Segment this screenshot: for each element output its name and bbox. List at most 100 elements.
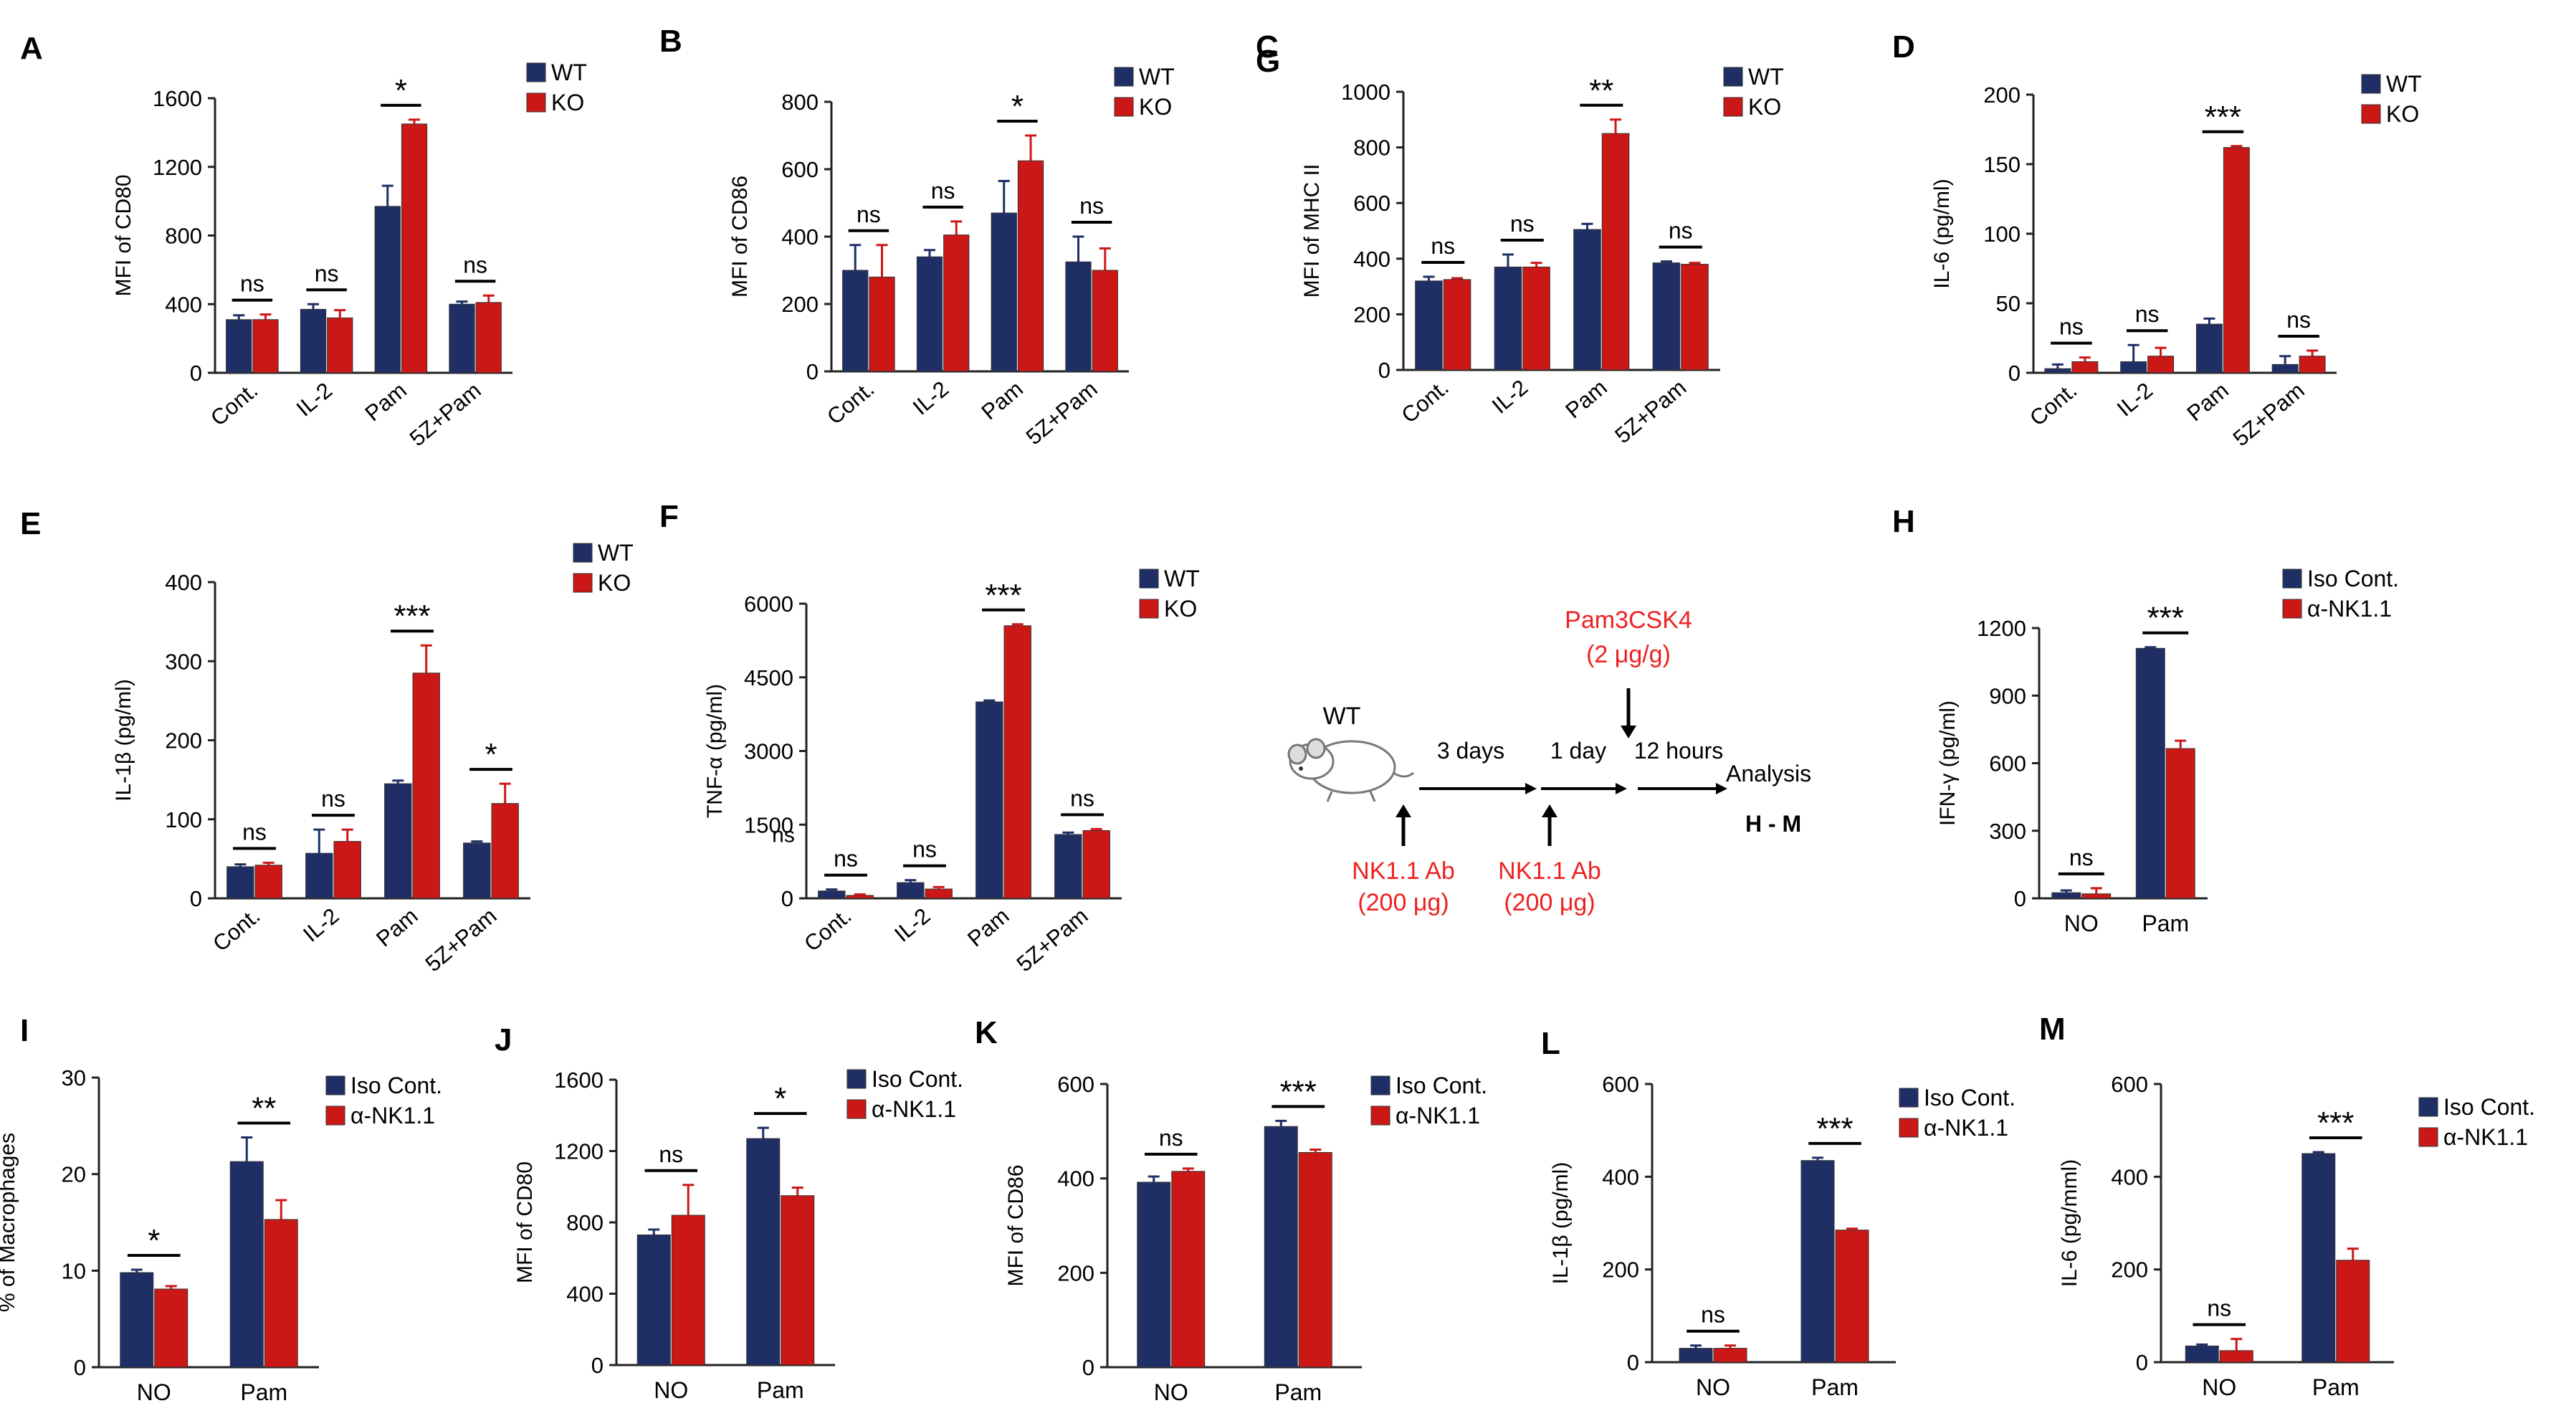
chart-e-legend-label: KO — [598, 570, 631, 596]
chart-m-ytick-label: 200 — [2111, 1258, 2148, 1283]
chart-l-ylabel: IL-1β (pg/ml) — [1549, 1162, 1573, 1285]
chart-e-bar-ko — [491, 803, 519, 899]
chart-e-bar-ko — [254, 865, 282, 899]
chart-c-legend-swatch — [1723, 97, 1743, 117]
chart-b-legend-swatch — [1114, 97, 1134, 117]
chart-k-ytick-label: 400 — [1057, 1166, 1094, 1192]
chart-f-bar-ko — [925, 888, 953, 899]
chart-j-xtick-label: NO — [654, 1377, 688, 1403]
chart-k-bar-isocont — [1137, 1182, 1171, 1368]
chart-c-sig-label: ns — [1669, 218, 1693, 244]
chart-a-xtick-label: Cont. — [206, 378, 262, 431]
chart-f-ylabel: TNF-α (pg/ml) — [703, 684, 727, 818]
chart-d-sig-label: ns — [2135, 301, 2160, 327]
chart-f-bar-wt — [818, 890, 846, 899]
chart-l-xtick-label: Pam — [1811, 1374, 1859, 1400]
chart-i-bar-nk11 — [154, 1288, 189, 1368]
chart-j-bar-isocont — [636, 1234, 671, 1366]
chart-panel-a: A 0 400 800 1200 1600 MFI of CD80 ns Cont. ns IL-2… — [20, 31, 587, 451]
chart-j-panel-label: J — [495, 1022, 512, 1057]
chart-m-legend-swatch — [2418, 1097, 2438, 1117]
chart-h-xtick-label: NO — [2064, 911, 2099, 936]
chart-e-sig-label: *** — [393, 599, 430, 634]
chart-j-legend-label: Iso Cont. — [872, 1066, 963, 1092]
chart-panel-m: M 0 200 400 600 IL-6 (pg/mml) ns NO *** Pam Iso Co… — [2039, 1012, 2535, 1400]
chart-e-xtick-label: IL-2 — [298, 903, 343, 947]
step-12-hours: 12 hours — [1634, 738, 1724, 764]
chart-l-ytick-label: 600 — [1602, 1072, 1639, 1097]
chart-l-sig-label: *** — [1816, 1111, 1853, 1146]
chart-a-xtick-label: 5Z+Pam — [405, 378, 486, 452]
chart-j-sig-label: ns — [659, 1141, 683, 1167]
chart-e-bar-wt — [463, 842, 491, 899]
chart-panel-e: E 0 100 200 300 400 IL-1β (pg/ml) ns Cont. ns IL-2… — [20, 506, 634, 976]
chart-m-ytick-label: 600 — [2111, 1072, 2148, 1097]
chart-a-panel-label: A — [20, 31, 43, 66]
chart-e-panel-label: E — [20, 506, 41, 541]
chart-d-bar-ko — [2223, 147, 2250, 374]
mouse-icon — [1287, 738, 1414, 802]
chart-a-ytick-label: 800 — [165, 224, 202, 249]
chart-b-ytick-label: 200 — [781, 292, 819, 317]
chart-h-bar-nk11 — [2081, 893, 2112, 899]
chart-f-bar-wt — [897, 882, 925, 899]
analysis-label: Analysis — [1726, 761, 1811, 786]
chart-j-ytick-label: 1600 — [554, 1068, 604, 1093]
chart-l-xtick-label: NO — [1696, 1374, 1730, 1400]
chart-b-legend-label: WT — [1139, 64, 1175, 90]
chart-e-xtick-label: Pam — [371, 903, 422, 952]
chart-m-xtick-label: Pam — [2312, 1374, 2360, 1400]
chart-c-ytick-label: 600 — [1353, 191, 1390, 216]
chart-l-sig-label: ns — [1701, 1302, 1725, 1328]
step-1-day: 1 day — [1550, 738, 1606, 764]
chart-d-xtick-label: Cont. — [2025, 378, 2081, 431]
chart-i-xtick-label: Pam — [240, 1379, 287, 1405]
chart-k-legend-label: α-NK1.1 — [1396, 1103, 1480, 1128]
chart-j-sig-label: * — [774, 1081, 786, 1116]
chart-l-legend-label: Iso Cont. — [1924, 1085, 2016, 1111]
chart-i-legend-label: Iso Cont. — [350, 1073, 442, 1098]
chart-e-xtick-label: 5Z+Pam — [421, 903, 502, 977]
chart-a-sig-label: ns — [315, 260, 339, 286]
chart-a-bar-ko — [475, 302, 502, 374]
chart-a-legend-label: WT — [551, 60, 587, 85]
chart-c-xtick-label: 5Z+Pam — [1610, 375, 1691, 449]
chart-l-ytick-label: 200 — [1602, 1258, 1639, 1283]
chart-h-ytick-label: 1200 — [1977, 616, 2026, 641]
chart-k-sig-label: *** — [1280, 1074, 1317, 1109]
chart-e-ytick-label: 200 — [165, 728, 202, 754]
chart-i-panel-label: I — [20, 1013, 29, 1048]
chart-b-xtick-label: Pam — [977, 376, 1028, 425]
chart-d-xtick-label: Pam — [2183, 378, 2233, 427]
chart-j-ytick-label: 800 — [566, 1210, 604, 1235]
chart-d-legend-swatch — [2361, 74, 2381, 94]
chart-f-extra-ns: ns — [772, 823, 795, 847]
chart-b-bar-wt — [842, 270, 869, 372]
chart-a-bar-ko — [327, 317, 353, 374]
chart-i-ytick-label: 30 — [62, 1065, 86, 1090]
chart-c-ytick-label: 1000 — [1341, 80, 1390, 105]
chart-e-bar-wt — [384, 783, 412, 899]
chart-k-xtick-label: Pam — [1274, 1379, 1322, 1405]
chart-k-ytick-label: 600 — [1057, 1072, 1094, 1097]
chart-m-legend-swatch — [2418, 1127, 2438, 1147]
chart-d-ytick-label: 200 — [1983, 82, 2021, 108]
chart-b-panel-label: B — [659, 24, 682, 59]
chart-f-ytick-label: 4500 — [744, 665, 793, 690]
chart-c-legend-label: KO — [1748, 94, 1781, 120]
chart-e-bar-wt — [226, 866, 254, 899]
chart-b-sig-label: * — [1011, 89, 1024, 124]
chart-e-sig-label: ns — [321, 786, 345, 812]
chart-e-ytick-label: 100 — [165, 807, 202, 832]
chart-panel-i: I 0 10 20 30 % of Macrophages * NO ** Pam Iso Cont… — [0, 1013, 442, 1405]
chart-f-xtick-label: Cont. — [799, 903, 856, 956]
chart-j-legend-swatch — [846, 1099, 867, 1119]
chart-f-ytick-label: 3000 — [744, 739, 793, 764]
chart-d-bar-wt — [2120, 361, 2147, 374]
chart-b-legend-label: KO — [1139, 94, 1172, 120]
chart-d-panel-label: D — [1892, 29, 1915, 65]
chart-m-xtick-label: NO — [2202, 1374, 2236, 1400]
chart-b-bar-wt — [991, 212, 1017, 372]
pam-text-1: Pam3CSK4 — [1565, 607, 1692, 634]
chart-d-ytick-label: 50 — [1996, 291, 2021, 316]
